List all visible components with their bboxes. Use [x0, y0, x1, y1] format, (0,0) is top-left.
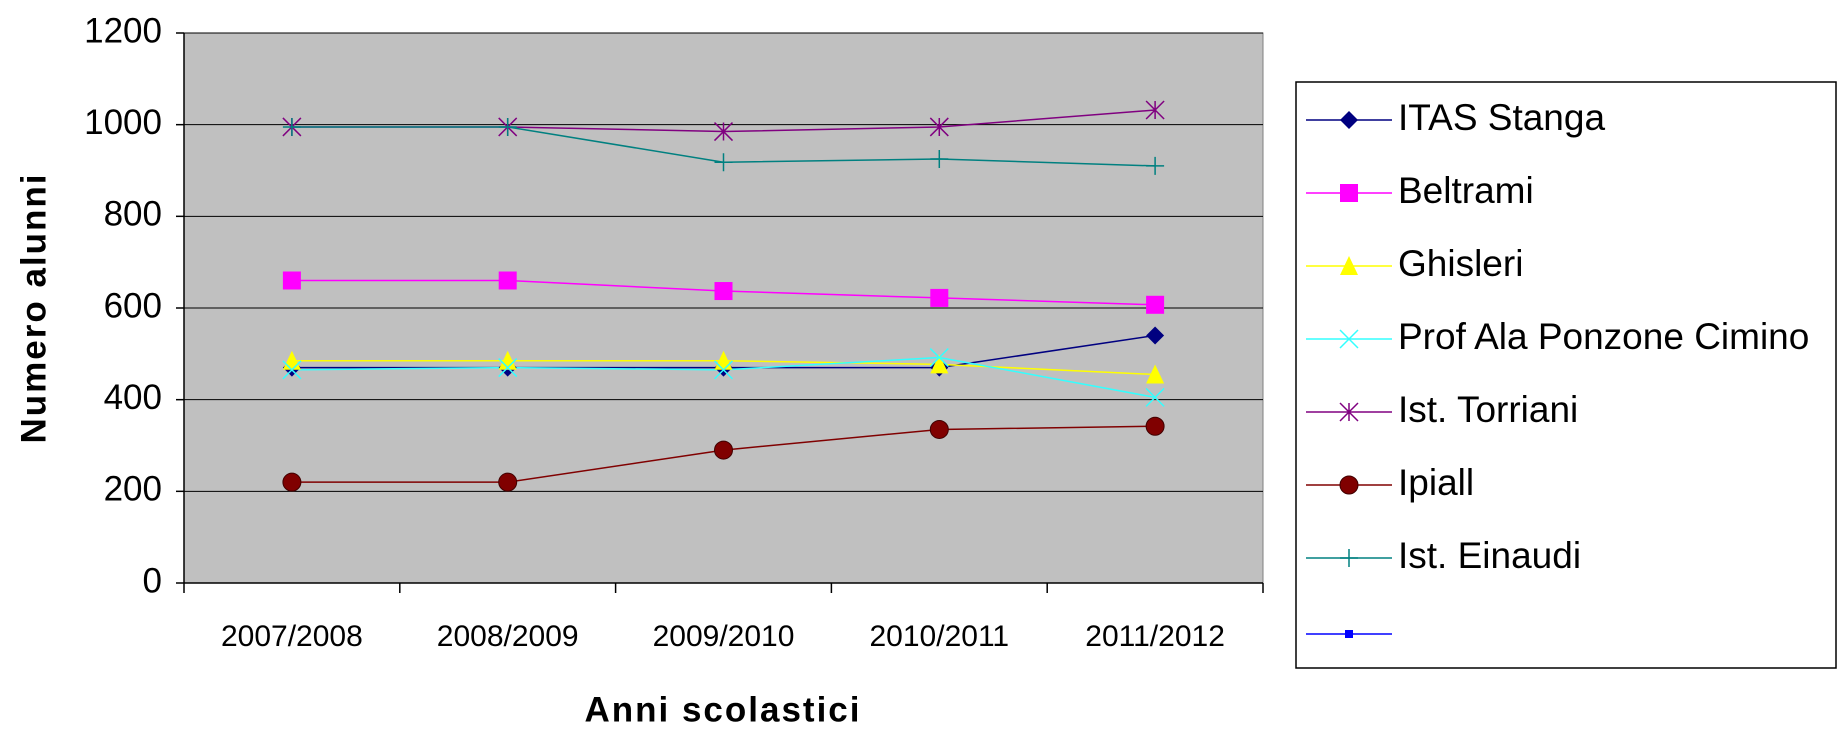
y-tick-label: 400 — [104, 378, 162, 417]
x-axis-title: Anni scolastici — [584, 690, 861, 729]
data-point — [930, 288, 949, 307]
data-point — [1146, 326, 1165, 345]
x-tick-label: 2010/2011 — [870, 620, 1010, 653]
data-point — [714, 282, 733, 301]
data-point — [930, 150, 949, 169]
data-point — [930, 354, 949, 374]
data-point — [713, 122, 734, 142]
data-point — [282, 271, 301, 290]
legend-label: Ist. Einaudi — [1398, 535, 1581, 576]
data-point — [282, 472, 302, 492]
data-point — [282, 117, 301, 136]
x-tick-label: 2007/2008 — [221, 620, 363, 653]
y-tick-label: 1200 — [84, 11, 162, 50]
y-tick-label: 200 — [104, 470, 162, 509]
data-point — [1145, 100, 1165, 120]
y-tick-label: 600 — [104, 286, 162, 325]
legend-label: Ist. Torriani — [1398, 389, 1578, 430]
legend-label: Beltrami — [1398, 170, 1534, 211]
legend-marker — [1339, 475, 1359, 495]
data-point — [1146, 295, 1165, 314]
data-point — [713, 360, 734, 380]
data-point — [929, 419, 949, 439]
data-point — [498, 358, 518, 378]
data-point — [498, 350, 517, 370]
x-tick-label: 2009/2010 — [653, 620, 795, 653]
x-tick-label: 2011/2012 — [1085, 620, 1225, 653]
legend-marker — [1339, 402, 1359, 422]
y-tick-label: 800 — [104, 195, 162, 234]
data-point — [714, 153, 733, 172]
data-point — [498, 271, 517, 290]
legend-marker — [1339, 329, 1359, 349]
x-tick-label: 2008/2009 — [437, 620, 579, 653]
data-point — [929, 347, 949, 368]
y-axis-title: Numero alunni — [14, 172, 53, 443]
legend-label: Ipiall — [1398, 462, 1474, 503]
legend-box — [1295, 81, 1837, 669]
data-point — [929, 117, 949, 137]
data-point — [282, 360, 302, 380]
data-point — [1145, 387, 1165, 407]
legend-label: Prof Ala Ponzone Cimino — [1398, 316, 1809, 357]
legend-marker — [1340, 184, 1358, 202]
data-point — [1145, 416, 1165, 436]
legend-marker — [1345, 630, 1353, 638]
legend-marker — [1340, 549, 1358, 567]
legend-marker — [1340, 111, 1358, 129]
legend-label: Ghisleri — [1398, 243, 1523, 284]
data-point — [498, 117, 517, 136]
y-tick-label: 0 — [143, 561, 162, 600]
legend-marker — [1340, 256, 1358, 275]
data-point — [1146, 156, 1165, 175]
legend-label: ITAS Stanga — [1398, 97, 1605, 138]
data-point — [1146, 364, 1165, 384]
data-point — [714, 440, 733, 460]
data-point — [498, 472, 518, 492]
y-tick-label: 1000 — [84, 103, 162, 142]
